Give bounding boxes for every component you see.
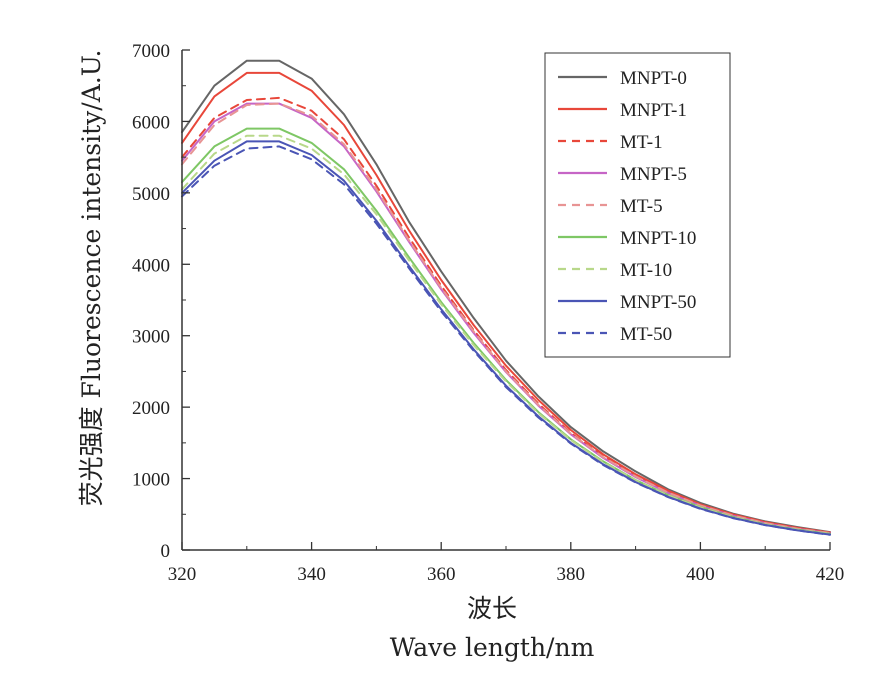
series-line-mt-5	[181, 102, 831, 534]
x-tick-label: 380	[557, 564, 586, 585]
legend-label: MNPT-50	[620, 292, 696, 313]
y-tick-label: 4000	[132, 255, 170, 276]
x-axis-title-cn: 波长	[467, 594, 517, 623]
legend-label: MT-50	[620, 324, 672, 345]
plot-area	[182, 50, 830, 550]
y-tick-label: 0	[161, 541, 171, 562]
legend: MNPT-0 MNPT-1 MT-1 MNPT-5 MT-5 MNPT-10 MT-10 MN…	[544, 52, 731, 358]
legend-label: MNPT-10	[620, 228, 696, 249]
legend-label: MNPT-5	[620, 164, 687, 185]
y-tick-label: 1000	[132, 470, 170, 491]
x-tick-label: 400	[686, 564, 715, 585]
legend-label: MT-10	[620, 260, 672, 281]
legend-label: MT-5	[620, 196, 663, 217]
y-tick-label: 7000	[132, 41, 170, 62]
y-tick-label: 3000	[132, 327, 170, 348]
legend-label: MT-1	[620, 132, 663, 153]
legend-label: MNPT-1	[620, 100, 687, 121]
y-axis-ticks: 0 1000 2000 3000 4000 5000 6000 7000	[132, 41, 190, 562]
series-line-mt-50	[181, 145, 831, 536]
legend-label: MNPT-0	[620, 68, 687, 89]
y-tick-label: 6000	[132, 112, 170, 133]
y-tick-label: 2000	[132, 398, 170, 419]
x-axis-ticks: 320 340 360 380 400 420	[168, 542, 845, 585]
x-tick-label: 340	[297, 564, 326, 585]
x-axis-title-en: Wave length/nm	[390, 633, 595, 662]
x-tick-label: 360	[427, 564, 456, 585]
data-series-group	[181, 59, 831, 536]
x-tick-label: 320	[168, 564, 197, 585]
x-tick-label: 420	[816, 564, 845, 585]
y-tick-label: 5000	[132, 184, 170, 205]
y-axis-title: 荧光强度 Fluorescence intensity/A.U.	[77, 50, 106, 507]
